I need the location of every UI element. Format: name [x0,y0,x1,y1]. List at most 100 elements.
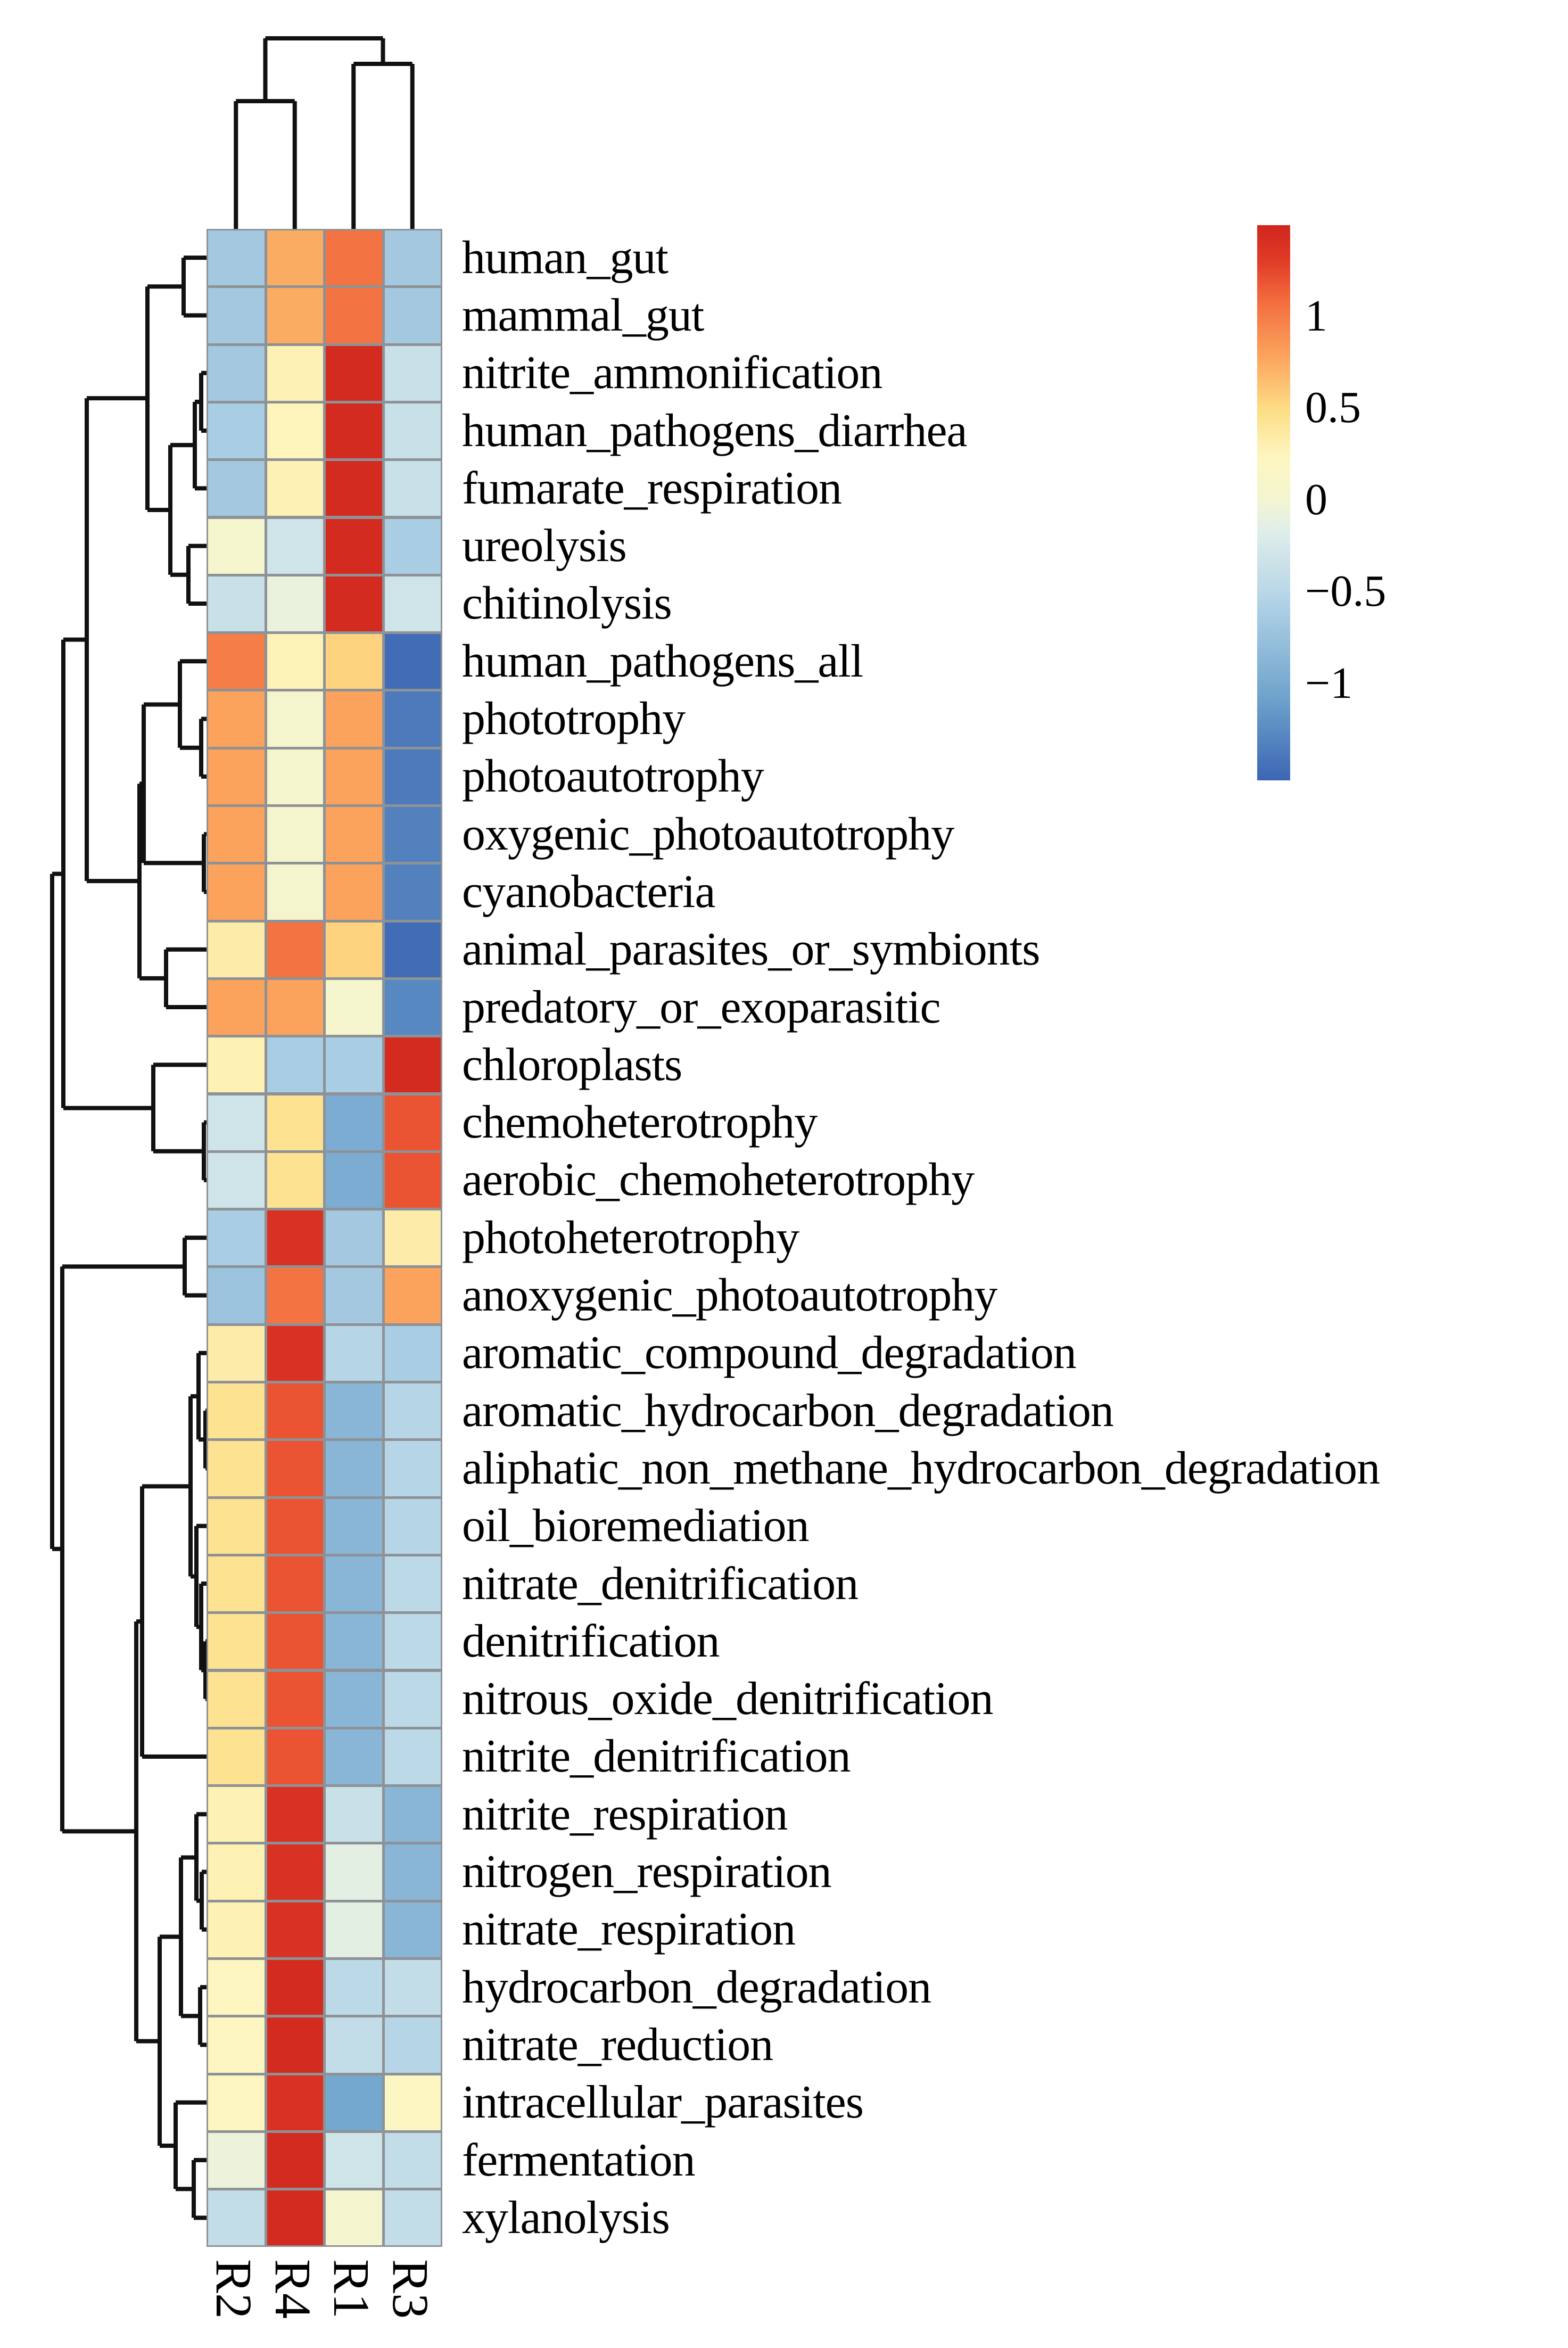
row-dendrogram [50,256,208,2220]
heatmap-cell [265,229,325,287]
heatmap-cell [265,1093,325,1152]
heatmap-cell [265,1670,325,1728]
heatmap-cell [383,1497,442,1555]
heatmap-cell [265,1612,325,1671]
heatmap-cell [383,1093,442,1152]
heatmap-cell [207,574,266,633]
heatmap-cell [207,1612,266,1671]
legend-tick-label: 0.5 [1305,383,1361,432]
heatmap-cell [383,517,442,575]
row-label: human_pathogens_diarrhea [462,405,968,457]
column-dendrogram [234,36,415,229]
heatmap-cell [383,805,442,864]
heatmap-cell [383,286,442,345]
heatmap-cell [207,747,266,806]
heatmap-cell [383,401,442,460]
heatmap-cell [265,1497,325,1555]
row-label: aromatic_compound_degradation [462,1327,1077,1379]
heatmap-cell [324,2131,384,2190]
heatmap-cell [383,920,442,979]
row-label: nitrite_ammonification [462,347,882,399]
heatmap-cell [265,978,325,1037]
heatmap-cell [265,2073,325,2132]
heatmap-cell [265,1727,325,1786]
heatmap-cell [324,1497,384,1555]
heatmap-cell [324,401,384,460]
heatmap-cell [383,747,442,806]
heatmap-cell [265,747,325,806]
heatmap-cell [207,1036,266,1094]
heatmap-cell [207,2073,266,2132]
heatmap-cell [207,690,266,748]
heatmap-cell [207,1554,266,1613]
heatmap-cell [324,517,384,575]
heatmap-cell [207,1497,266,1555]
row-label: cyanobacteria [462,866,716,918]
heatmap-cell [383,1324,442,1382]
row-label: phototrophy [462,693,686,745]
heatmap-cell [207,1670,266,1728]
row-label: mammal_gut [462,289,704,341]
row-label: oxygenic_photoautotrophy [462,808,954,860]
heatmap-cell [383,1670,442,1728]
legend-colorbar [1257,225,1290,780]
heatmap-cell [324,1670,384,1728]
heatmap-cell [383,1151,442,1210]
heatmap-cell [383,2189,442,2247]
heatmap-cell [324,2189,384,2247]
heatmap-cell [383,690,442,748]
row-label: hydrocarbon_degradation [462,1961,931,2013]
heatmap-cell [324,1727,384,1786]
heatmap-cell [265,1382,325,1440]
heatmap-cell [265,2131,325,2190]
heatmap-cell [207,1439,266,1498]
col-label: R4 [264,2259,321,2319]
heatmap-cell [207,632,266,691]
heatmap-cell [207,1727,266,1786]
heatmap-cell [265,1554,325,1613]
heatmap-cell [324,1900,384,1959]
heatmap-cell [383,1382,442,1440]
heatmap-cell [324,1209,384,1267]
heatmap-cell [383,1266,442,1325]
heatmap-cell [324,459,384,518]
row-label: denitrification [462,1615,720,1667]
heatmap-cell [207,1324,266,1382]
heatmap-cell [324,1324,384,1382]
row-label: nitrate_respiration [462,1904,796,1956]
row-label: fermentation [462,2134,696,2186]
heatmap-cell [324,632,384,691]
heatmap-cell [383,574,442,633]
row-label: xylanolysis [462,2192,670,2244]
heatmap-cell [265,1900,325,1959]
heatmap-cell [383,1785,442,1844]
row-label: aliphatic_non_methane_hydrocarbon_degrad… [462,1442,1380,1494]
heatmap-cell [324,690,384,748]
heatmap-cell [383,1612,442,1671]
row-label: photoheterotrophy [462,1212,799,1264]
heatmap-cell [324,805,384,864]
row-label: aerobic_chemoheterotrophy [462,1154,975,1206]
legend-tick-label: −1 [1305,658,1353,708]
heatmap-cell [383,1036,442,1094]
heatmap-cell [383,344,442,402]
heatmap-cell [265,1843,325,1901]
row-label: predatory_or_exoparasitic [462,981,941,1033]
heatmap-cell [265,863,325,921]
heatmap-cell [324,1382,384,1440]
heatmap-cell [265,286,325,345]
heatmap-cell [324,2016,384,2074]
heatmap-cell [207,2131,266,2190]
heatmap-cell [265,632,325,691]
legend-tick-label: −0.5 [1305,566,1387,616]
row-label: nitrite_denitrification [462,1731,851,1783]
row-label: photoautotrophy [462,751,764,803]
row-label: human_pathogens_all [462,635,863,687]
col-label: R2 [205,2259,263,2319]
heatmap-cell [265,574,325,633]
heatmap-cell [324,1785,384,1844]
heatmap-cell [324,747,384,806]
legend-tick-label: 0 [1305,474,1327,524]
heatmap-cell [207,344,266,402]
heatmap-cell [265,459,325,518]
